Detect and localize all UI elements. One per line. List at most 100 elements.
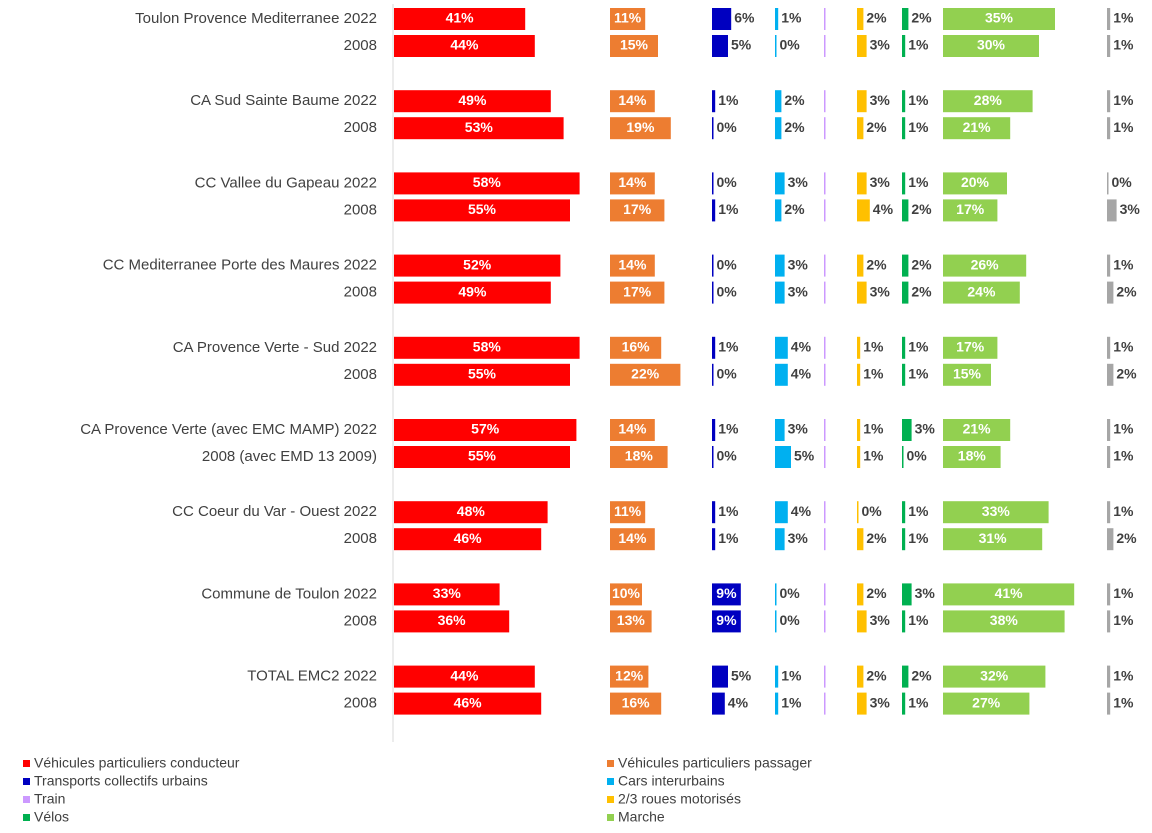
bar	[824, 610, 826, 633]
bar	[610, 419, 655, 441]
bar	[394, 90, 551, 113]
bar	[610, 336, 662, 359]
bar	[1107, 35, 1111, 57]
value-label: 0%	[717, 283, 738, 299]
bar	[824, 90, 826, 113]
value-label: 24%	[967, 283, 996, 299]
value-label: 28%	[974, 92, 1003, 108]
bar	[824, 363, 826, 386]
bar	[902, 90, 906, 113]
value-label: 0%	[717, 366, 738, 382]
bar	[1107, 172, 1109, 195]
value-label: 49%	[458, 92, 487, 108]
bar	[1107, 281, 1114, 304]
value-label: 46%	[454, 530, 483, 546]
bar	[394, 501, 548, 524]
bar	[394, 419, 577, 441]
bar	[1107, 8, 1111, 30]
bar	[857, 281, 867, 304]
bar	[394, 199, 570, 222]
bar	[712, 363, 714, 386]
legend-label: Véhicules particuliers conducteur	[34, 755, 240, 771]
value-label: 30%	[977, 37, 1006, 53]
value-label: 58%	[473, 339, 502, 355]
value-label: 57%	[471, 421, 500, 437]
bar	[394, 8, 526, 30]
bar	[857, 363, 861, 386]
bar	[610, 254, 655, 277]
value-label: 1%	[718, 503, 739, 519]
value-label: 3%	[788, 256, 809, 272]
bar	[610, 8, 646, 30]
bar	[712, 583, 741, 606]
bar	[394, 665, 535, 688]
bar	[712, 665, 728, 688]
bar	[824, 336, 826, 359]
bar	[1107, 501, 1111, 524]
category-label: CC Mediterranee Porte des Maures 2022	[103, 257, 377, 274]
value-label: 0%	[780, 612, 801, 628]
value-label: 2%	[784, 201, 805, 217]
value-label: 1%	[1113, 339, 1134, 355]
category-label: CA Sud Sainte Baume 2022	[190, 92, 377, 109]
value-label: 32%	[980, 667, 1009, 683]
value-label: 15%	[953, 366, 982, 382]
bar	[610, 583, 642, 606]
value-label: 6%	[734, 10, 755, 26]
bar	[824, 583, 826, 606]
bar	[712, 8, 732, 30]
value-label: 31%	[979, 530, 1008, 546]
bar	[394, 281, 551, 304]
category-label: Toulon Provence Mediterranee 2022	[135, 10, 377, 27]
bar	[857, 446, 861, 468]
bar	[857, 528, 864, 551]
bar	[394, 446, 570, 468]
value-label: 1%	[718, 92, 739, 108]
value-label: 48%	[457, 503, 486, 519]
value-label: 14%	[618, 530, 647, 546]
bar	[712, 281, 714, 304]
value-label: 2%	[1116, 366, 1137, 382]
bar	[712, 90, 716, 113]
bar	[610, 363, 681, 386]
bar	[775, 254, 785, 277]
value-label: 1%	[718, 201, 739, 217]
bar	[394, 35, 535, 57]
bar	[857, 90, 867, 113]
bar	[775, 281, 785, 304]
bar	[943, 528, 1043, 551]
bar	[610, 501, 646, 524]
value-label: 3%	[788, 283, 809, 299]
legend-swatch	[607, 760, 614, 767]
value-label: 21%	[963, 421, 992, 437]
bar	[1107, 528, 1114, 551]
bar	[824, 117, 826, 140]
value-label: 1%	[863, 366, 884, 382]
value-label: 18%	[958, 448, 987, 464]
bar	[610, 446, 668, 468]
value-label: 0%	[780, 37, 801, 53]
value-label: 1%	[908, 339, 929, 355]
bar	[857, 254, 864, 277]
bar	[902, 363, 906, 386]
bar	[775, 501, 788, 524]
bar	[1107, 665, 1111, 688]
value-label: 1%	[1113, 92, 1134, 108]
bar	[394, 692, 542, 715]
bar	[610, 117, 671, 140]
bar	[712, 419, 716, 441]
bar	[857, 35, 867, 57]
bar	[943, 8, 1055, 30]
value-label: 38%	[990, 612, 1019, 628]
bar	[857, 199, 870, 222]
value-label: 11%	[614, 503, 642, 519]
value-label: 0%	[717, 256, 738, 272]
bar	[775, 692, 779, 715]
value-label: 46%	[454, 694, 483, 710]
bar	[610, 90, 655, 113]
category-label: 2008	[344, 366, 377, 383]
bar	[775, 8, 779, 30]
value-label: 1%	[863, 421, 884, 437]
legend-label: Véhicules particuliers passager	[618, 755, 812, 771]
category-label: CA Provence Verte (avec EMC MAMP) 2022	[80, 421, 377, 438]
